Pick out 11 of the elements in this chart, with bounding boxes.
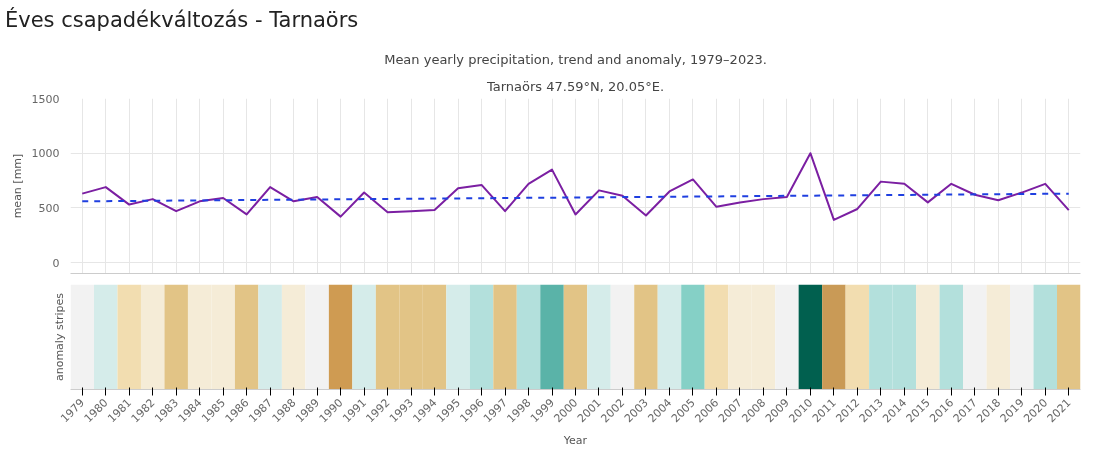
y-tick-label: 1000 xyxy=(31,147,60,161)
x-axis-title: Year xyxy=(562,433,588,447)
y-tick-label: 500 xyxy=(38,201,60,215)
y-tick-label: 1500 xyxy=(31,92,60,106)
y-axis-title: mean [mm] xyxy=(10,153,24,219)
text: Éves csapadékváltozás - Tarnaörs xyxy=(5,6,359,34)
chart-title: Mean yearly precipitation, trend and anomaly, 1979–2023. xyxy=(384,51,767,67)
y-axis-title: anomaly stripes xyxy=(52,292,66,382)
chart-subtitle: Tarnaörs 47.59°N, 20.05°E. xyxy=(485,78,665,94)
y-tick-label: 0 xyxy=(52,256,60,270)
line-series xyxy=(81,152,1070,221)
